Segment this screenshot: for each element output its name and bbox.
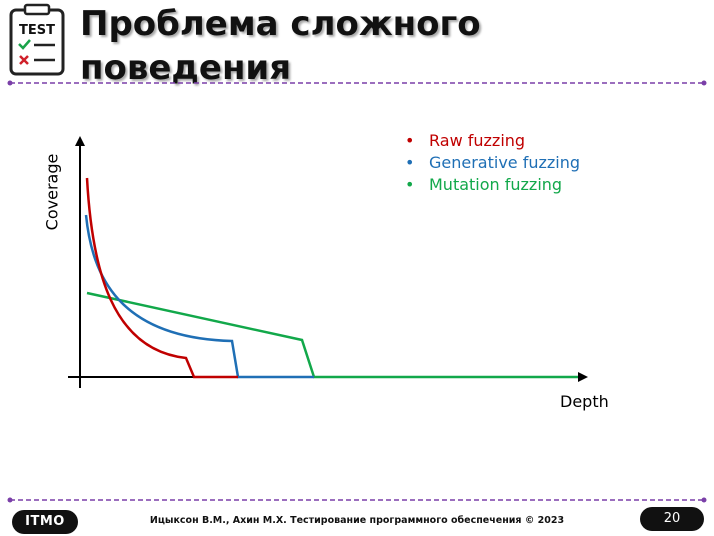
legend-label: Mutation fuzzing bbox=[429, 175, 563, 194]
bullet-icon: • bbox=[405, 153, 415, 172]
page-number: 20 bbox=[640, 507, 704, 531]
icon-label: TEST bbox=[19, 23, 55, 38]
footer-credits: Ицыксон В.М., Ахин М.Х. Тестирование про… bbox=[149, 515, 565, 526]
legend-label: Raw fuzzing bbox=[429, 131, 526, 150]
mutation-fuzzing-line bbox=[86, 291, 578, 379]
legend-item: • Mutation fuzzing bbox=[405, 174, 580, 196]
legend-item: • Generative fuzzing bbox=[405, 152, 580, 174]
itmo-logo: IТМО bbox=[12, 510, 78, 534]
y-axis-label: Coverage bbox=[42, 153, 62, 231]
bullet-icon: • bbox=[405, 131, 415, 150]
legend-item: • Raw fuzzing bbox=[405, 130, 580, 152]
raw-fuzzing-line bbox=[85, 177, 238, 379]
generative-fuzzing-line bbox=[84, 214, 314, 379]
chart-legend: • Raw fuzzing • Generative fuzzing • Mutati… bbox=[405, 130, 580, 196]
x-axis-label: Depth bbox=[560, 392, 609, 411]
slide-title: Проблема сложного поведения bbox=[80, 4, 481, 88]
legend-label: Generative fuzzing bbox=[429, 153, 581, 172]
bullet-icon: • bbox=[405, 175, 415, 194]
